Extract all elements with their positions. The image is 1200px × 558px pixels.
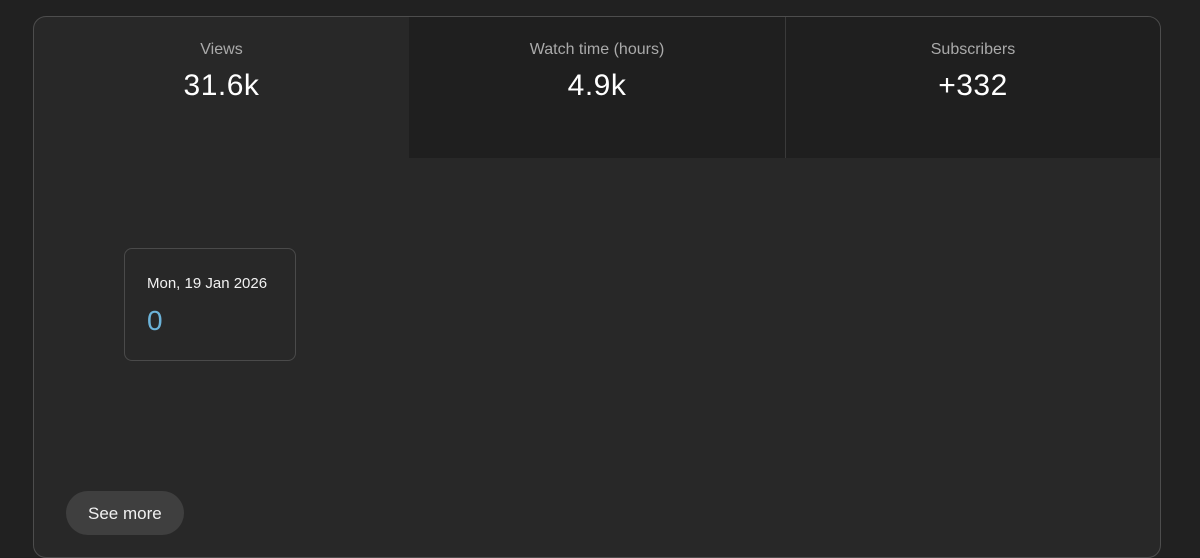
tab-views-value: 31.6k [183,69,260,102]
metric-tabs: Views 31.6k Watch time (hours) 4.9k Subs… [34,17,1160,158]
tooltip-date: Mon, 19 Jan 2026 [147,275,268,292]
see-more-button[interactable]: See more [66,491,184,535]
analytics-card: Views 31.6k Watch time (hours) 4.9k Subs… [33,16,1161,558]
tab-subscribers[interactable]: Subscribers +332 [786,17,1160,158]
tab-subscribers-label: Subscribers [930,41,1016,58]
tab-watch-time[interactable]: Watch time (hours) 4.9k [409,17,785,158]
tab-divider [785,17,786,158]
tab-views-label: Views [200,41,243,58]
tooltip-value: 0 [147,305,163,336]
tab-views[interactable]: Views 31.6k [34,17,409,158]
chart-tooltip: Mon, 19 Jan 2026 0 [124,248,296,361]
tab-watch-time-value: 4.9k [567,69,627,102]
tab-watch-time-label: Watch time (hours) [529,41,665,58]
tab-subscribers-value: +332 [938,69,1008,102]
